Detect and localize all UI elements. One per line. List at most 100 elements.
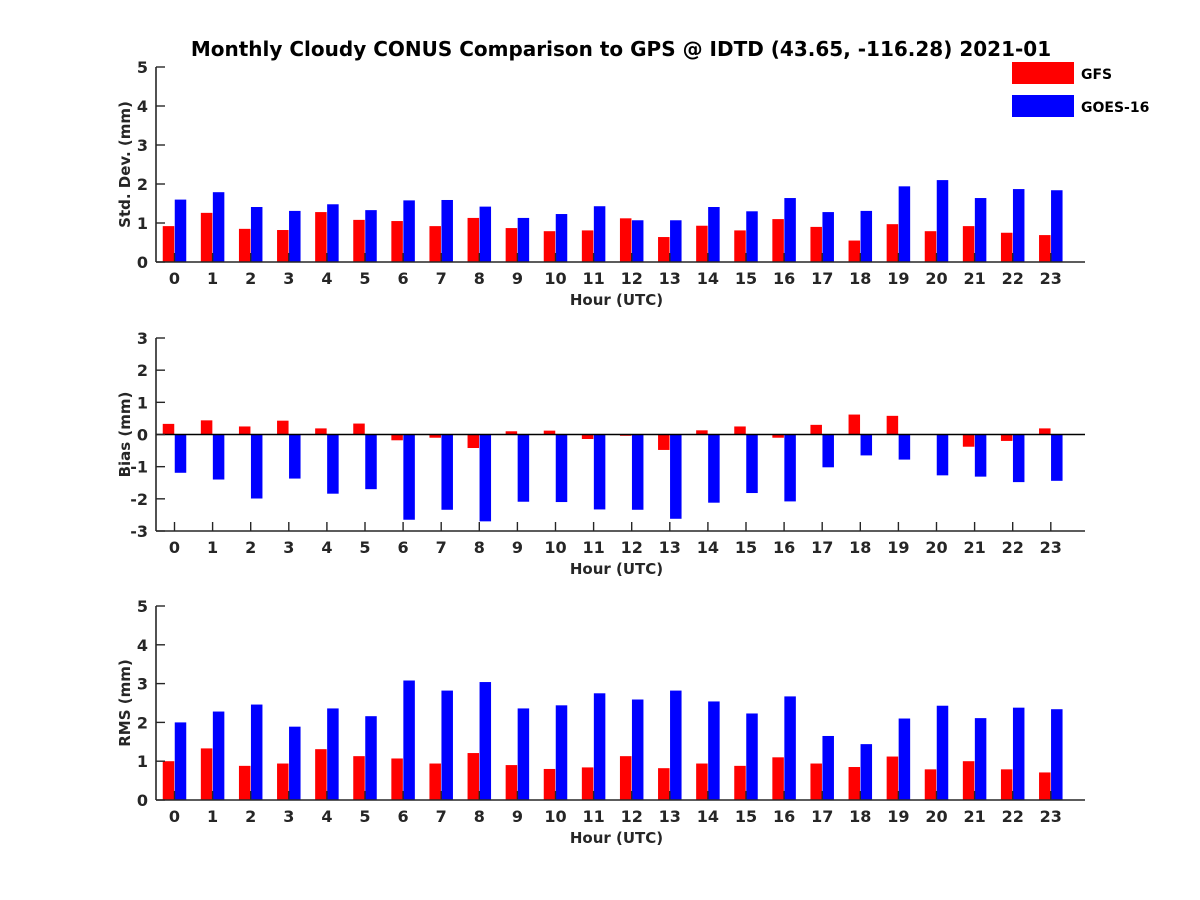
series-goes-16 xyxy=(174,680,1063,800)
bar xyxy=(734,765,746,800)
bar xyxy=(631,220,644,262)
x-tick-label: 5 xyxy=(359,538,370,557)
bar xyxy=(1051,709,1063,800)
x-tick-label: 4 xyxy=(321,807,332,826)
bar xyxy=(784,696,796,800)
bar xyxy=(505,228,518,262)
y-tick-label: 4 xyxy=(137,636,148,655)
x-axis-label: Hour (UTC) xyxy=(570,829,663,847)
x-tick-label: 13 xyxy=(659,269,681,288)
bar xyxy=(403,680,415,800)
bar xyxy=(1012,189,1025,262)
legend-swatch-gfs xyxy=(1012,62,1074,84)
legend-label-gfs: GFS xyxy=(1081,67,1112,83)
bar xyxy=(658,768,670,800)
bar xyxy=(734,426,746,435)
bar xyxy=(708,701,720,800)
x-tick-label: 17 xyxy=(811,538,833,557)
bar xyxy=(822,212,834,262)
bar xyxy=(277,420,289,435)
x-tick-label: 5 xyxy=(359,269,370,288)
bar xyxy=(174,199,187,262)
x-tick-label: 7 xyxy=(436,807,447,826)
y-tick-label: 5 xyxy=(137,597,148,616)
x-tick-label: 1 xyxy=(207,269,218,288)
x-tick-label: 10 xyxy=(544,538,566,557)
legend: GFS GOES-16 xyxy=(1012,62,1149,117)
y-tick-label: -1 xyxy=(130,458,148,477)
bar xyxy=(353,756,365,800)
x-axis-label: Hour (UTC) xyxy=(570,560,663,578)
bar xyxy=(315,212,327,262)
y-tick-label: 0 xyxy=(137,253,148,272)
bar xyxy=(289,434,301,479)
bar xyxy=(593,693,606,800)
bar xyxy=(391,221,403,262)
x-tick-label: 11 xyxy=(582,538,604,557)
x-tick-label: 5 xyxy=(359,807,370,826)
x-tick-label: 22 xyxy=(1002,538,1024,557)
bar xyxy=(327,434,339,494)
bar xyxy=(365,210,377,262)
bar xyxy=(505,765,518,800)
x-tick-label: 8 xyxy=(474,538,485,557)
bar xyxy=(1012,707,1025,800)
y-tick-label: 1 xyxy=(137,393,148,412)
bar xyxy=(810,226,822,262)
x-tick-label: 1 xyxy=(207,538,218,557)
x-tick-label: 14 xyxy=(697,269,719,288)
bar xyxy=(429,763,441,800)
y-tick-label: 2 xyxy=(137,175,148,194)
legend-swatch-goes16 xyxy=(1012,95,1074,117)
bar xyxy=(974,718,987,800)
x-tick-label: 0 xyxy=(169,538,180,557)
x-tick-label: 19 xyxy=(887,538,909,557)
x-tick-label: 20 xyxy=(925,538,947,557)
bar xyxy=(162,226,175,262)
y-tick-label: -3 xyxy=(130,522,148,541)
x-tick-label: 4 xyxy=(321,538,332,557)
bar xyxy=(467,217,480,262)
x-tick-label: 6 xyxy=(398,807,409,826)
x-tick-label: 3 xyxy=(283,807,294,826)
bar xyxy=(860,744,873,800)
bar xyxy=(810,424,822,435)
bar xyxy=(1039,235,1051,262)
bar xyxy=(658,434,670,450)
x-tick-label: 17 xyxy=(811,807,833,826)
bar xyxy=(822,434,834,468)
series-gfs xyxy=(162,748,1051,800)
bar xyxy=(936,434,949,476)
x-tick-label: 6 xyxy=(398,269,409,288)
bar xyxy=(429,226,441,262)
bar xyxy=(200,420,213,435)
x-tick-label: 23 xyxy=(1040,538,1062,557)
bar xyxy=(670,220,682,262)
y-tick-label: 1 xyxy=(137,214,148,233)
y-tick-label: 2 xyxy=(137,361,148,380)
bar xyxy=(517,708,530,800)
bar xyxy=(784,434,796,502)
bar xyxy=(581,434,594,439)
legend-label-goes16: GOES-16 xyxy=(1081,100,1149,116)
x-tick-label: 9 xyxy=(512,807,523,826)
bar xyxy=(250,434,263,499)
bar xyxy=(772,757,784,800)
y-tick-label: 0 xyxy=(137,426,148,445)
x-tick-label: 21 xyxy=(963,807,985,826)
bar xyxy=(746,211,758,262)
bar xyxy=(658,237,670,262)
bar xyxy=(772,434,784,438)
bar xyxy=(479,434,492,522)
bar xyxy=(555,214,568,262)
y-tick-label: 2 xyxy=(137,713,148,732)
bar xyxy=(391,434,403,441)
bar xyxy=(848,767,861,800)
x-tick-label: 21 xyxy=(963,269,985,288)
x-tick-label: 10 xyxy=(544,269,566,288)
bar xyxy=(353,219,365,262)
x-tick-label: 14 xyxy=(697,538,719,557)
bar xyxy=(162,761,175,800)
